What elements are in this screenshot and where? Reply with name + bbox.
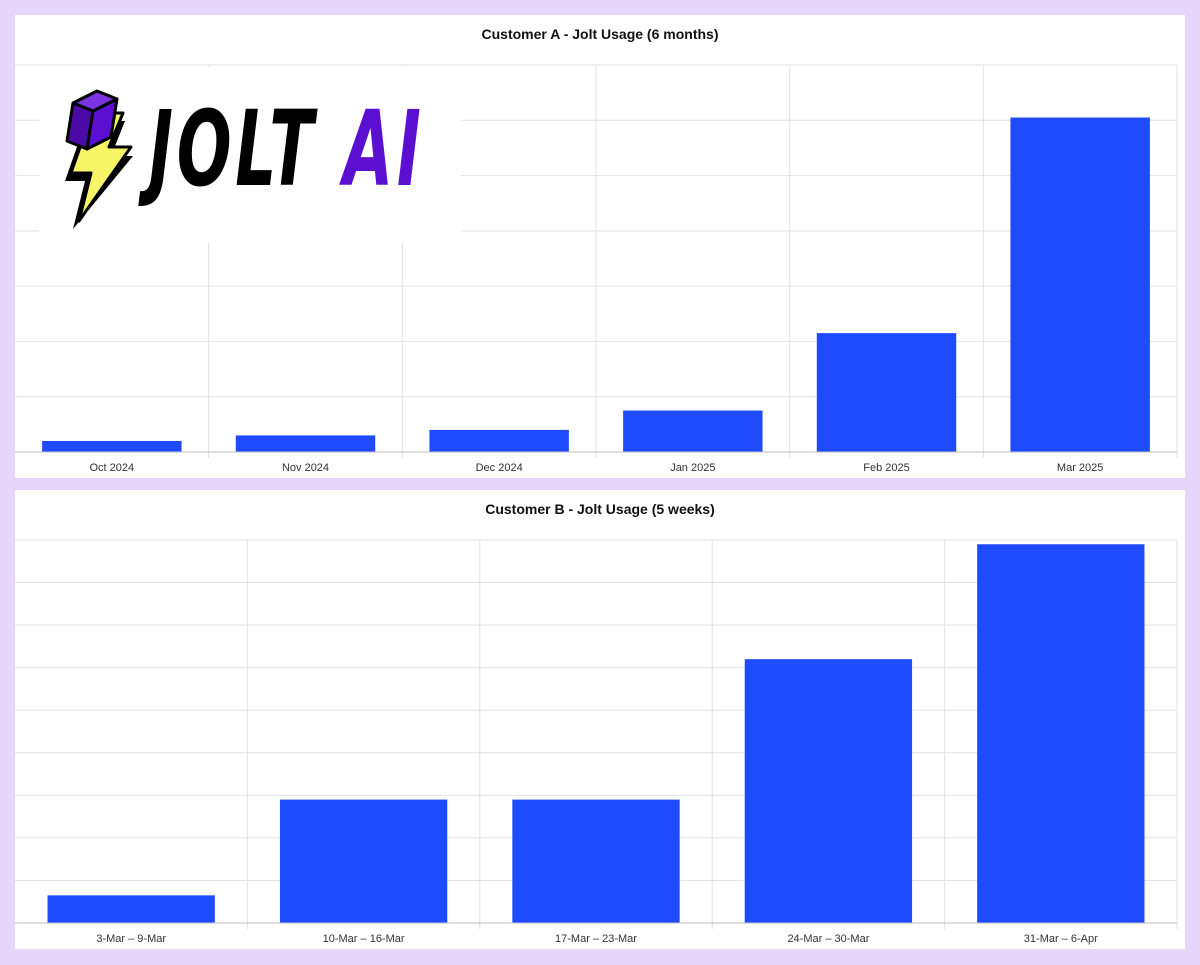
x-tick-label: Nov 2024 bbox=[282, 462, 329, 474]
bar-4 bbox=[623, 410, 763, 452]
chart-panel-customer-a: Customer A - Jolt Usage (6 months) Oct 2… bbox=[15, 15, 1185, 478]
logo-word-jolt: JOLT bbox=[149, 88, 318, 210]
bar-4 bbox=[744, 659, 913, 923]
logo-wordmark: JOLT AI bbox=[149, 97, 425, 201]
bar-3 bbox=[429, 429, 569, 452]
x-tick-label: 24-Mar – 30-Mar bbox=[787, 933, 869, 945]
x-tick-label: Mar 2025 bbox=[1057, 462, 1103, 474]
x-tick-label: Feb 2025 bbox=[863, 462, 909, 474]
bar-2 bbox=[235, 435, 376, 452]
lightning-bolt-icon bbox=[65, 89, 133, 229]
x-tick-label: Dec 2024 bbox=[476, 462, 523, 474]
chart-title: Customer A - Jolt Usage (6 months) bbox=[481, 26, 719, 42]
logo-word-ai: AI bbox=[343, 88, 425, 210]
bar-2 bbox=[279, 799, 448, 923]
bar-chart-customer-a: Oct 2024 Nov 2024 Dec 2024 Jan 2025 Feb 2025… bbox=[15, 64, 1178, 474]
bar-5 bbox=[816, 333, 957, 452]
chart-title: Customer B - Jolt Usage (5 weeks) bbox=[485, 501, 715, 517]
x-tick-label: 17-Mar – 23-Mar bbox=[555, 933, 637, 945]
bar-3 bbox=[512, 799, 680, 923]
chart-panel-customer-b: Customer B - Jolt Usage (5 weeks) 3-Mar … bbox=[15, 490, 1185, 949]
x-tick-label: Jan 2025 bbox=[670, 462, 715, 474]
x-tick-label: 10-Mar – 16-Mar bbox=[323, 933, 405, 945]
x-tick-label: Oct 2024 bbox=[90, 462, 135, 474]
x-tick-label: 31-Mar – 6-Apr bbox=[1024, 933, 1098, 945]
bar-6 bbox=[1010, 117, 1150, 453]
bar-1 bbox=[47, 895, 215, 923]
jolt-ai-logo: JOLT AI bbox=[39, 67, 461, 243]
bar-5 bbox=[977, 544, 1145, 923]
x-tick-label: 3-Mar – 9-Mar bbox=[96, 933, 166, 945]
bar-1 bbox=[42, 440, 182, 452]
bar-chart-customer-b: 3-Mar – 9-Mar 10-Mar – 16-Mar 17-Mar – 23-… bbox=[15, 539, 1178, 945]
